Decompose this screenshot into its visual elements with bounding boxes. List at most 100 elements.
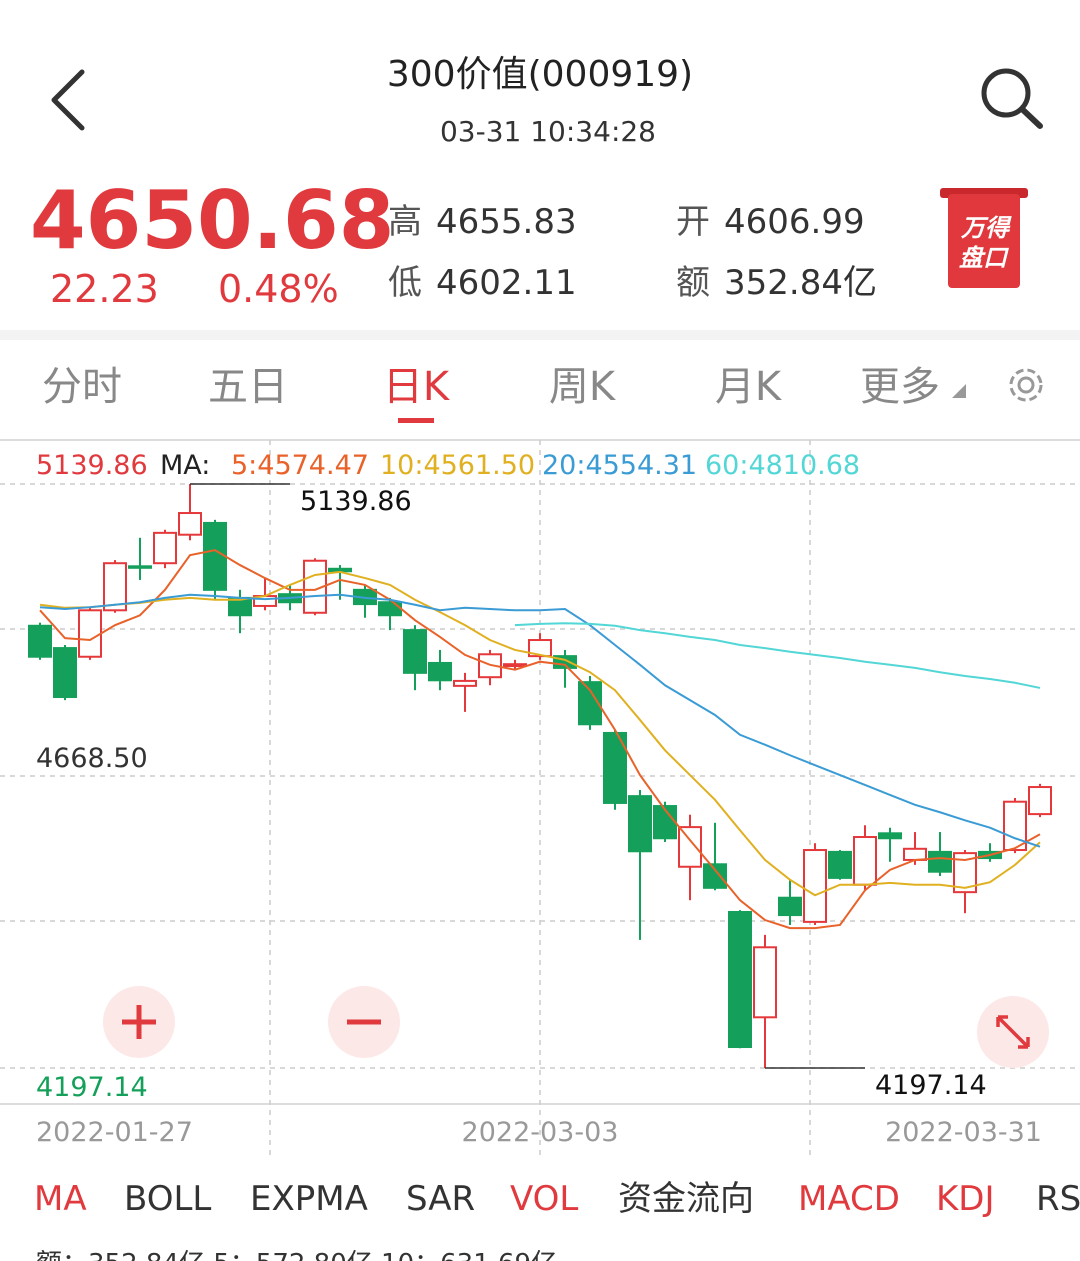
more-arrow bbox=[952, 384, 966, 398]
indicator-tab[interactable]: RSI bbox=[1036, 1179, 1080, 1219]
ma-line bbox=[39, 593, 1041, 848]
candle-body bbox=[528, 639, 552, 658]
high-value: 4655.83 bbox=[436, 202, 577, 242]
candle-body bbox=[53, 647, 77, 699]
gear-outer bbox=[1009, 368, 1043, 402]
low-value: 4602.11 bbox=[436, 263, 577, 303]
indicator-tab[interactable]: EXPMA bbox=[250, 1179, 368, 1219]
high-annotation: 5139.86 bbox=[300, 486, 412, 517]
candle-body bbox=[153, 531, 177, 565]
candle-body bbox=[703, 863, 727, 889]
open-label: 开 bbox=[676, 202, 710, 242]
change-pct: 0.48% bbox=[218, 267, 339, 311]
candle-body bbox=[428, 661, 452, 682]
candle-body bbox=[128, 565, 152, 569]
candle-body bbox=[578, 681, 602, 726]
y-tick-label: 5139.86 bbox=[36, 450, 148, 481]
gear-inner bbox=[1017, 376, 1035, 394]
indicator-tab[interactable]: VOL bbox=[510, 1179, 578, 1219]
x-tick-label: 2022-03-03 bbox=[462, 1117, 619, 1148]
amount-label: 额 bbox=[676, 263, 710, 303]
candle-body bbox=[178, 512, 202, 536]
y-tick-label: 4668.50 bbox=[36, 743, 148, 774]
open-value: 4606.99 bbox=[724, 202, 865, 242]
volume-footer: 额：352.84亿 5：572.80亿 10：631.69亿 bbox=[36, 1249, 557, 1261]
candle-body bbox=[903, 847, 927, 861]
wind-badge[interactable]: 万得 盘口 bbox=[940, 188, 1028, 288]
indicator-tab[interactable]: MA bbox=[34, 1179, 87, 1219]
ma-label: MA: bbox=[160, 450, 210, 481]
candle-body bbox=[28, 624, 52, 658]
candle-body bbox=[203, 521, 227, 591]
period-tab[interactable]: 分时 bbox=[42, 364, 122, 410]
x-tick-label: 2022-03-31 bbox=[885, 1117, 1042, 1148]
search-button[interactable] bbox=[981, 68, 1043, 129]
legend-entry: 60:4810.68 bbox=[705, 450, 860, 481]
change: 22.23 bbox=[50, 267, 159, 311]
expand-icon bbox=[996, 1015, 1030, 1049]
search-icon bbox=[981, 68, 1031, 118]
badge-text: 盘口 bbox=[959, 244, 1009, 272]
candle-body bbox=[453, 679, 477, 687]
zoom-in-button[interactable] bbox=[103, 986, 175, 1058]
period-tabs: 分时 五日 日K 周K 月K 更多 bbox=[42, 364, 940, 423]
candle-body bbox=[753, 946, 777, 1019]
candle-body bbox=[378, 601, 402, 617]
candle-body bbox=[953, 852, 977, 894]
zoom-out-button[interactable] bbox=[328, 986, 400, 1058]
legend-entry: 20:4554.31 bbox=[542, 450, 697, 481]
period-tab[interactable]: 周K bbox=[549, 364, 617, 410]
period-tab[interactable]: 日K bbox=[383, 364, 451, 410]
indicator-tab[interactable]: BOLL bbox=[124, 1179, 211, 1219]
candle-body bbox=[503, 663, 527, 668]
candle-body bbox=[78, 609, 102, 658]
amount-value: 352.84亿 bbox=[724, 263, 877, 303]
ma-line bbox=[514, 622, 1041, 689]
legend-entry: 5:4574.47 bbox=[231, 450, 369, 481]
indicator-tab[interactable]: KDJ bbox=[936, 1179, 995, 1219]
indicator-tab[interactable]: SAR bbox=[406, 1179, 475, 1219]
y-tick-label: 4197.14 bbox=[36, 1072, 148, 1103]
candle-body bbox=[1028, 786, 1052, 816]
candle-body bbox=[553, 655, 577, 669]
candle-body bbox=[728, 910, 752, 1049]
candle-body bbox=[778, 896, 802, 917]
fullscreen-button[interactable] bbox=[977, 996, 1049, 1068]
candle-body bbox=[928, 850, 952, 873]
period-tab[interactable]: 月K bbox=[715, 364, 783, 410]
candle-body bbox=[878, 832, 902, 840]
candle-body bbox=[828, 850, 852, 879]
stock-title: 300价值(000919) bbox=[387, 54, 693, 95]
active-tab-underline bbox=[398, 418, 434, 423]
candle-body bbox=[1003, 800, 1027, 852]
separator bbox=[0, 330, 1080, 340]
indicator-tabs: MA BOLL EXPMA SAR VOL 资金流向 MACD KDJ RSI bbox=[34, 1179, 1080, 1219]
plus-icon bbox=[122, 1005, 156, 1039]
x-tick-label: 2022-01-27 bbox=[36, 1117, 193, 1148]
candle-body bbox=[678, 826, 702, 868]
legend-entry: 10:4561.50 bbox=[380, 450, 535, 481]
badge-body bbox=[948, 194, 1020, 288]
high-label: 高 bbox=[388, 202, 422, 242]
candle-body bbox=[403, 629, 427, 674]
indicator-tab[interactable]: MACD bbox=[798, 1179, 900, 1219]
search-icon-handle bbox=[1019, 106, 1043, 129]
low-annotation: 4197.14 bbox=[875, 1070, 987, 1101]
price: 4650.68 bbox=[30, 174, 394, 267]
low-label: 低 bbox=[388, 263, 422, 303]
candle-body bbox=[853, 836, 877, 886]
kline-chart: 4197.14 4668.50 5139.86 2022-01-27 2022-03-0… bbox=[0, 450, 1080, 1148]
candle-body bbox=[103, 562, 127, 612]
ma-line bbox=[39, 570, 1041, 897]
indicator-tab[interactable]: 资金流向 bbox=[618, 1179, 754, 1219]
candle-body bbox=[803, 849, 827, 923]
badge-text: 万得 bbox=[960, 214, 1012, 242]
period-tab[interactable]: 五日 bbox=[208, 364, 288, 410]
candle-body bbox=[603, 731, 627, 804]
back-button[interactable] bbox=[51, 69, 85, 131]
quote-time: 03-31 10:34:28 bbox=[440, 115, 656, 148]
period-tab[interactable]: 更多 bbox=[860, 364, 940, 410]
settings-button[interactable] bbox=[1009, 368, 1043, 402]
